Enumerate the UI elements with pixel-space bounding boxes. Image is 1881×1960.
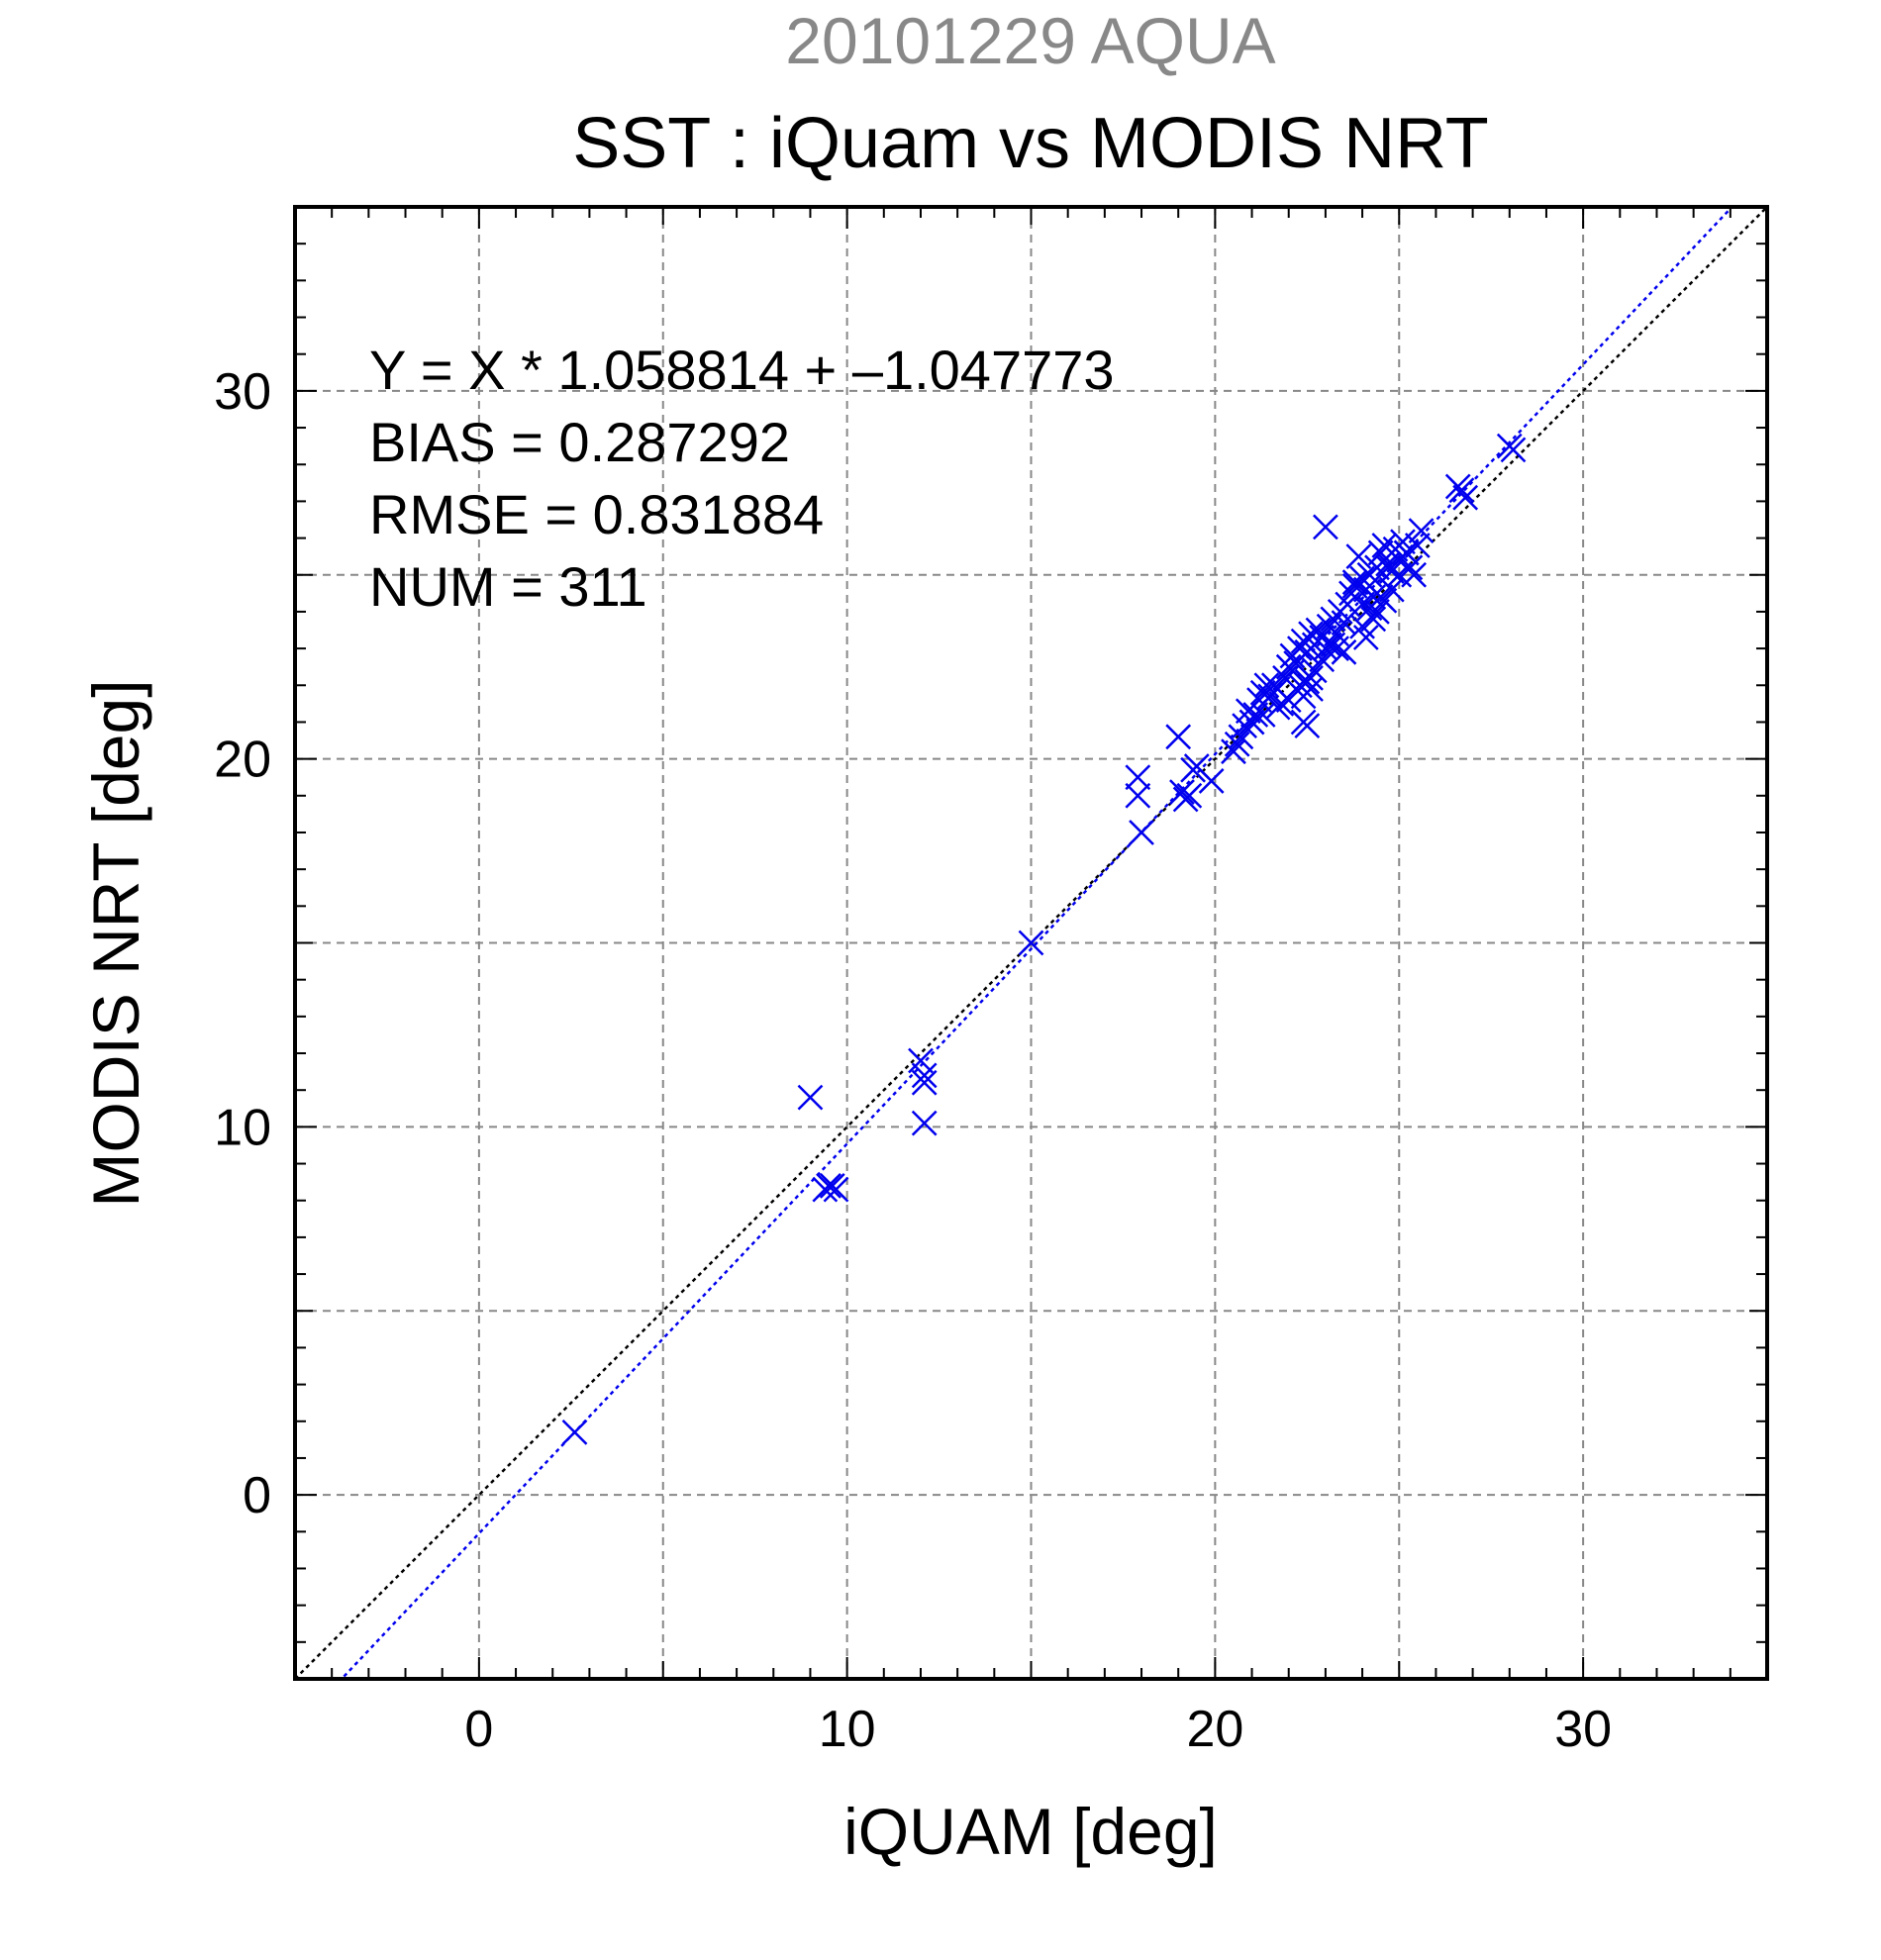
data-point	[1448, 477, 1475, 504]
data-point	[1290, 683, 1317, 710]
x-tick-label: 20	[1186, 1701, 1243, 1758]
data-point	[816, 1172, 842, 1199]
data-point	[1500, 437, 1527, 463]
data-point	[1331, 638, 1357, 665]
data-point	[1018, 930, 1044, 956]
data-point	[1375, 554, 1401, 581]
data-point	[911, 1069, 938, 1096]
data-point	[908, 1047, 934, 1074]
x-tick-label: 10	[819, 1701, 876, 1758]
stats-line: Y = X * 1.058814 + –1.047773	[369, 339, 1115, 401]
chart-title: SST : iQuam vs MODIS NRT	[572, 104, 1489, 183]
y-tick-label: 0	[243, 1467, 271, 1524]
x-tick-label: 30	[1554, 1701, 1612, 1758]
stats-line: NUM = 311	[369, 555, 647, 618]
data-point	[1165, 724, 1192, 750]
data-point	[1301, 657, 1328, 684]
data-point	[1397, 554, 1424, 581]
data-point	[1341, 573, 1368, 599]
data-point	[1316, 632, 1342, 658]
fit-line	[340, 207, 1734, 1679]
x-axis-label: iQUAM [deg]	[843, 1795, 1218, 1868]
data-point	[1349, 591, 1375, 618]
data-point	[1452, 484, 1479, 511]
data-point	[1378, 576, 1405, 603]
tick-labels: 0 10 20 30 0 10 20 30	[214, 363, 1612, 1758]
data-point	[1238, 709, 1265, 735]
data-point	[1341, 569, 1368, 596]
data-point	[1386, 561, 1413, 588]
data-point	[1320, 632, 1346, 658]
data-point	[1360, 606, 1387, 633]
y-tick-label: 30	[214, 363, 271, 421]
data-point	[1367, 539, 1394, 566]
data-point	[1221, 738, 1246, 765]
data-point	[561, 1420, 588, 1445]
stats-line: BIAS = 0.287292	[369, 411, 790, 473]
data-point	[911, 1062, 938, 1089]
data-point	[1242, 702, 1269, 728]
data-point	[1224, 731, 1250, 757]
stats-annotation: Y = X * 1.058814 + –1.047773 BIAS = 0.287…	[369, 339, 1115, 618]
x-tick-label: 0	[464, 1701, 493, 1758]
data-point	[1264, 694, 1291, 721]
data-point	[911, 1110, 938, 1136]
data-point	[1249, 702, 1276, 728]
data-point	[1198, 768, 1225, 794]
data-point	[1349, 613, 1375, 639]
chart-supertitle: 20101229 AQUA	[785, 4, 1275, 77]
y-axis-label: MODIS NRT [deg]	[79, 679, 152, 1207]
data-point	[1275, 687, 1302, 714]
data-point	[1294, 713, 1321, 739]
data-point	[1125, 764, 1151, 791]
data-point	[1367, 584, 1394, 610]
y-tick-label: 10	[214, 1099, 271, 1156]
data-point	[1309, 646, 1336, 673]
data-point	[1176, 782, 1203, 809]
data-points	[561, 433, 1527, 1445]
y-tick-label: 20	[214, 732, 271, 789]
data-point	[1404, 533, 1431, 558]
data-point	[1129, 820, 1154, 845]
data-point	[823, 1176, 849, 1203]
data-point	[1345, 543, 1372, 570]
data-point	[797, 1084, 824, 1111]
data-point	[1393, 539, 1420, 566]
data-point	[1313, 514, 1338, 540]
stats-line: RMSE = 0.831884	[369, 483, 824, 545]
data-point	[1125, 782, 1151, 809]
plot-frame	[293, 205, 1769, 1681]
data-point	[1169, 779, 1195, 805]
data-point	[1408, 518, 1435, 544]
